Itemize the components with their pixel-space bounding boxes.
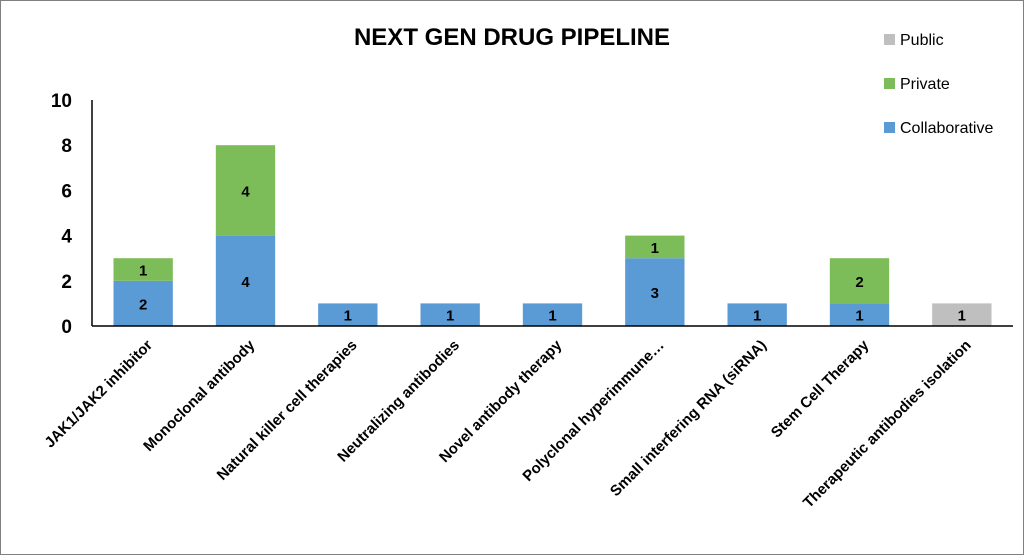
legend-swatch-collaborative <box>884 122 895 133</box>
bar-collaborative-monoclonal-antibody <box>215 235 276 326</box>
y-tick-label: 10 <box>51 91 72 112</box>
y-tick-label: 4 <box>61 227 72 248</box>
y-tick-label: 0 <box>61 317 72 338</box>
bar-private-jak1-jak2-inhibitor <box>113 258 173 281</box>
y-axis: 0 2 4 6 8 10 <box>51 91 93 338</box>
bar-collaborative-stem-cell-therapy <box>829 303 890 326</box>
x-category-label: Monoclonal antibody <box>140 336 259 455</box>
chart-title: NEXT GEN DRUG PIPELINE <box>354 24 670 51</box>
x-category-label: Stem Cell Therapy <box>768 336 873 441</box>
y-tick-label: 6 <box>61 181 72 202</box>
data-label-private: 1 <box>139 263 147 280</box>
bar-private-stem-cell-therapy <box>829 258 890 304</box>
x-category-label: Therapeutic antibodies isolation <box>800 337 975 512</box>
data-label-collaborative: 4 <box>241 274 250 291</box>
legend-label-private: Private <box>900 76 950 93</box>
legend-swatch-private <box>884 78 895 89</box>
data-label-collaborative: 1 <box>548 308 556 325</box>
bar-private-monoclonal-antibody <box>215 145 276 236</box>
y-tick-label: 8 <box>61 136 72 157</box>
bar-collaborative-small-interfering-rna-sirna <box>727 303 787 326</box>
data-label-collaborative: 1 <box>344 308 352 325</box>
legend: Public Private Collaborative <box>884 32 993 137</box>
bar-collaborative-natural-killer-cell-therapies <box>318 303 378 326</box>
legend-label-collaborative: Collaborative <box>900 120 993 137</box>
data-label-private: 4 <box>241 183 250 200</box>
bar-collaborative-jak1-jak2-inhibitor <box>113 280 173 326</box>
bars <box>113 145 992 326</box>
bar-collaborative-polyclonal-hyperimmune <box>625 258 685 326</box>
y-tick-label: 2 <box>61 272 72 293</box>
data-label-collaborative: 2 <box>139 296 147 313</box>
data-label-collaborative: 1 <box>753 308 761 325</box>
data-label-private: 1 <box>651 240 659 257</box>
bar-private-polyclonal-hyperimmune <box>625 235 685 259</box>
x-category-label: JAK1/JAK2 inhibitor <box>41 337 156 452</box>
legend-label-public: Public <box>900 32 944 49</box>
bar-collaborative-novel-antibody-therapy <box>522 303 583 326</box>
bar-public-therapeutic-antibodies-isolation <box>932 303 992 326</box>
bar-collaborative-neutralizing-antibodies <box>420 303 480 326</box>
legend-swatch-public <box>884 34 895 45</box>
data-label-collaborative: 1 <box>855 308 863 325</box>
data-labels: 2 1 4 4 1 1 1 3 1 1 1 2 1 <box>139 183 966 324</box>
data-label-collaborative: 1 <box>446 308 454 325</box>
data-label-collaborative: 3 <box>651 285 659 302</box>
data-label-public: 1 <box>958 308 966 325</box>
data-label-private: 2 <box>855 274 863 291</box>
